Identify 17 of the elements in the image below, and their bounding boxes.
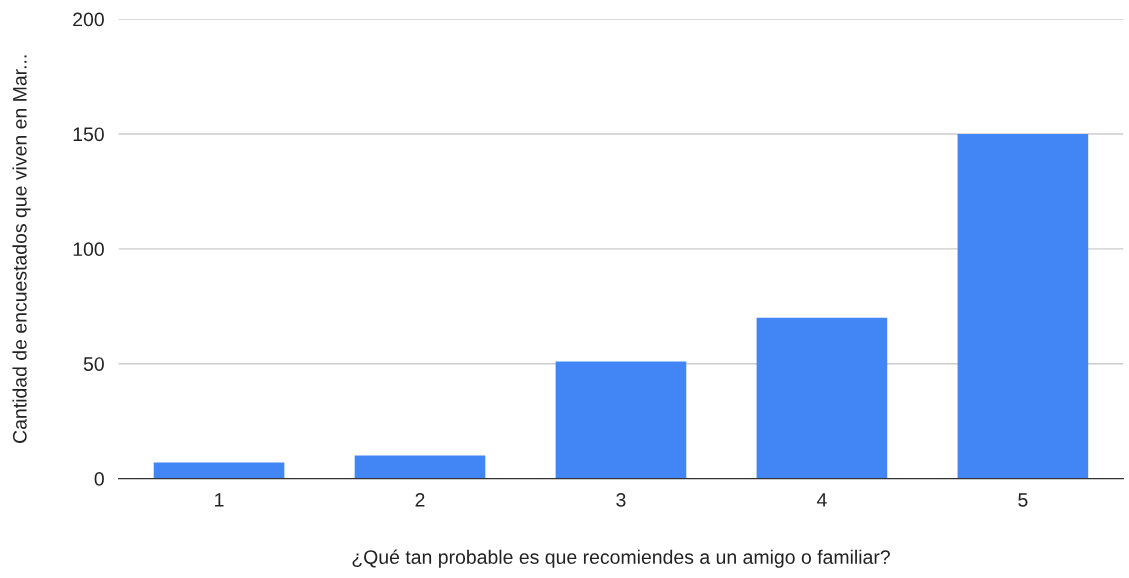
x-tick-label: 5 bbox=[1018, 493, 1028, 507]
bar bbox=[957, 133, 1089, 479]
y-tick-label: 100 bbox=[73, 242, 104, 257]
y-tick-label: 50 bbox=[83, 357, 104, 371]
y-axis-title: Cantidad de encuestados que viven en Mar... bbox=[12, 55, 31, 443]
y-tick-label: 150 bbox=[73, 127, 104, 142]
x-tick-label: 2 bbox=[415, 492, 425, 507]
x-axis-title: ¿Qué tan probable es que recomiendes a un amigo o familiar? bbox=[352, 549, 890, 568]
x-tick-label: 4 bbox=[816, 493, 827, 507]
bar bbox=[354, 455, 486, 479]
y-tick-label: 200 bbox=[73, 12, 104, 27]
bar bbox=[555, 361, 687, 479]
x-tick-label: 3 bbox=[616, 492, 626, 507]
y-tick-label: 0 bbox=[94, 472, 104, 486]
bar bbox=[153, 462, 285, 479]
x-tick-label: 1 bbox=[215, 493, 224, 507]
bar bbox=[756, 317, 888, 479]
